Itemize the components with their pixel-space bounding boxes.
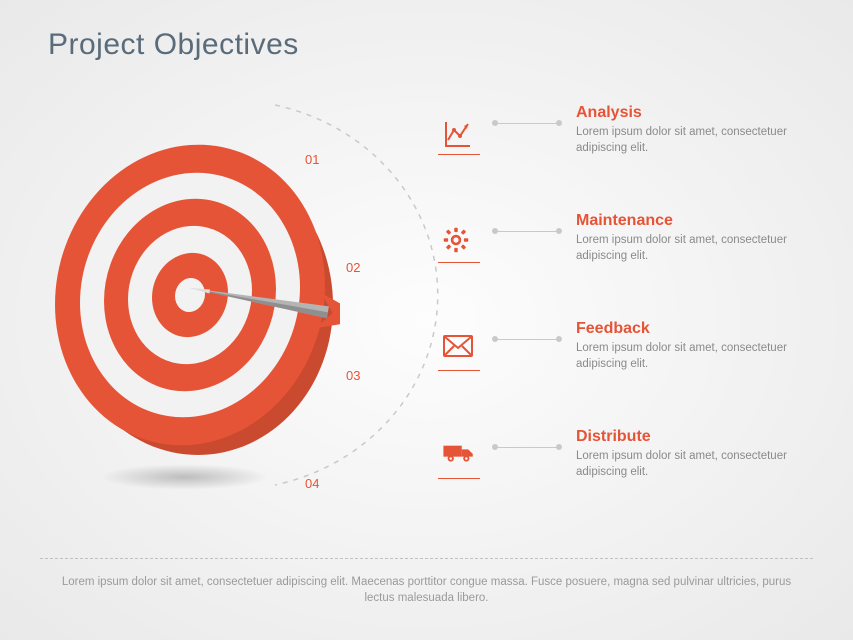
- arc-number-03: 03: [346, 368, 360, 383]
- objective-heading: Distribute: [576, 428, 826, 446]
- mail-icon: [442, 334, 474, 366]
- objective-heading: Analysis: [576, 104, 826, 122]
- objective-body: Lorem ipsum dolor sit amet, consectetuer…: [576, 449, 826, 480]
- target-shadow: [100, 464, 270, 490]
- arc-number-04: 04: [305, 476, 319, 491]
- objective-body: Lorem ipsum dolor sit amet, consectetuer…: [576, 341, 826, 372]
- connector-line: [492, 118, 562, 128]
- objective-item-1: Analysis Lorem ipsum dolor sit amet, con…: [442, 110, 822, 180]
- connector-line: [492, 334, 562, 344]
- objective-heading: Maintenance: [576, 212, 826, 230]
- arc-number-01: 01: [305, 152, 319, 167]
- objective-item-4: Distribute Lorem ipsum dolor sit amet, c…: [442, 434, 822, 504]
- target-graphic: [40, 130, 340, 490]
- footer-divider: [40, 558, 813, 559]
- connector-line: [492, 226, 562, 236]
- page-title: Project Objectives: [48, 28, 299, 62]
- objective-item-2: Maintenance Lorem ipsum dolor sit amet, …: [442, 218, 822, 288]
- truck-icon: [442, 442, 474, 474]
- objective-body: Lorem ipsum dolor sit amet, consectetuer…: [576, 125, 826, 156]
- connector-line: [492, 442, 562, 452]
- gear-icon: [442, 226, 474, 258]
- objective-item-3: Feedback Lorem ipsum dolor sit amet, con…: [442, 326, 822, 396]
- footer-text: Lorem ipsum dolor sit amet, consectetuer…: [60, 574, 793, 606]
- chart-icon: [442, 118, 474, 150]
- arc-number-02: 02: [346, 260, 360, 275]
- objective-heading: Feedback: [576, 320, 826, 338]
- objective-body: Lorem ipsum dolor sit amet, consectetuer…: [576, 233, 826, 264]
